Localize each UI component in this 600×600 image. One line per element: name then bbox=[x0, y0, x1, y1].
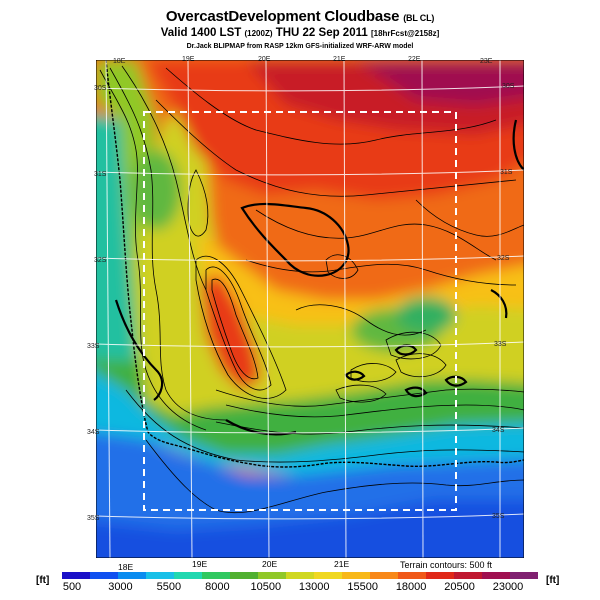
lon-label-bottom: 21E bbox=[334, 559, 350, 569]
lat-lon-grid bbox=[96, 60, 524, 558]
lon-label-bottom: 20E bbox=[262, 559, 278, 569]
map-title: OvercastDevelopment Cloudbase (BL CL) bbox=[165, 8, 435, 25]
lon-label-top: 20E bbox=[258, 56, 271, 63]
lat-label-left: 33S bbox=[87, 343, 100, 350]
colorbar-tick-label: 8000 bbox=[205, 581, 230, 593]
colorbar-swatch bbox=[426, 572, 455, 579]
colorbar-tick-label: 13000 bbox=[298, 581, 330, 593]
colorbar-swatch bbox=[90, 572, 119, 579]
colorbar-swatch bbox=[314, 572, 343, 579]
colorbar-swatch bbox=[370, 572, 399, 579]
credit-line: Dr.Jack BLIPMAP from RASP 12km GFS-initi… bbox=[186, 43, 414, 50]
lon-label-top: 23E bbox=[480, 58, 493, 65]
lon-label-top: 19E bbox=[182, 56, 195, 63]
lat-label-left: 30S bbox=[94, 85, 107, 92]
lon-label-bottom: 19E bbox=[192, 559, 208, 569]
lon-label-bottom: 18E bbox=[118, 562, 134, 572]
colorbar-swatch bbox=[454, 572, 483, 579]
lat-label-right: 31S bbox=[500, 169, 513, 176]
colorbar-unit-left: [ft] bbox=[36, 575, 50, 586]
lat-label-right: 33S bbox=[494, 341, 507, 348]
colorbar-swatch bbox=[342, 572, 371, 579]
terrain-contours bbox=[99, 65, 524, 514]
lat-label-left: 35S bbox=[87, 515, 100, 522]
colorbar-swatch bbox=[202, 572, 231, 579]
lon-label-top: 21E bbox=[333, 56, 346, 63]
inner-domain-box bbox=[143, 111, 457, 511]
lat-label-right: 34S bbox=[492, 427, 505, 434]
colorbar-tick-label: 23000 bbox=[492, 581, 524, 593]
colorbar-tick-label: 20500 bbox=[444, 581, 475, 593]
lat-label-left: 32S bbox=[94, 257, 107, 264]
cloudbase-map bbox=[96, 60, 524, 558]
valid-time-line: Valid 1400 LST (1200Z) THU 22 Sep 2011 [… bbox=[160, 27, 440, 39]
colorbar-unit-right: [ft] bbox=[546, 575, 560, 586]
colorbar-swatch bbox=[146, 572, 175, 579]
colorbar-swatch bbox=[118, 572, 147, 579]
colorbar bbox=[62, 572, 538, 579]
lon-label-top: 18E bbox=[113, 58, 126, 65]
title-tag: (BL CL) bbox=[403, 13, 435, 23]
lat-label-right: 30S bbox=[502, 83, 515, 90]
terrain-contours-note: Terrain contours: 500 ft bbox=[400, 560, 493, 570]
lon-label-top: 22E bbox=[408, 56, 421, 63]
colorbar-tick-label: 15500 bbox=[347, 581, 378, 593]
lat-label-right: 32S bbox=[497, 255, 510, 262]
colorbar-swatch bbox=[174, 572, 203, 579]
colorbar-swatch bbox=[258, 572, 287, 579]
coastline bbox=[105, 60, 524, 468]
colorbar-swatch bbox=[510, 572, 538, 579]
colorbar-swatch bbox=[286, 572, 315, 579]
colorbar-swatch bbox=[398, 572, 427, 579]
colorbar-swatch bbox=[230, 572, 259, 579]
colorbar-tick-label: 5500 bbox=[156, 581, 182, 593]
colorbar-tick-label: 3000 bbox=[108, 581, 133, 593]
colorbar-swatch bbox=[62, 572, 91, 579]
colorbar-tick-label: 18000 bbox=[395, 581, 427, 593]
lat-label-left: 34S bbox=[87, 429, 100, 436]
lat-label-left: 31S bbox=[94, 171, 107, 178]
colorbar-swatch bbox=[482, 572, 511, 579]
lat-label-right: 35S bbox=[492, 513, 505, 520]
colorbar-tick-label: 10500 bbox=[250, 581, 282, 593]
cloudbase-field bbox=[96, 60, 524, 558]
colorbar-tick-label: 500 bbox=[62, 581, 82, 593]
